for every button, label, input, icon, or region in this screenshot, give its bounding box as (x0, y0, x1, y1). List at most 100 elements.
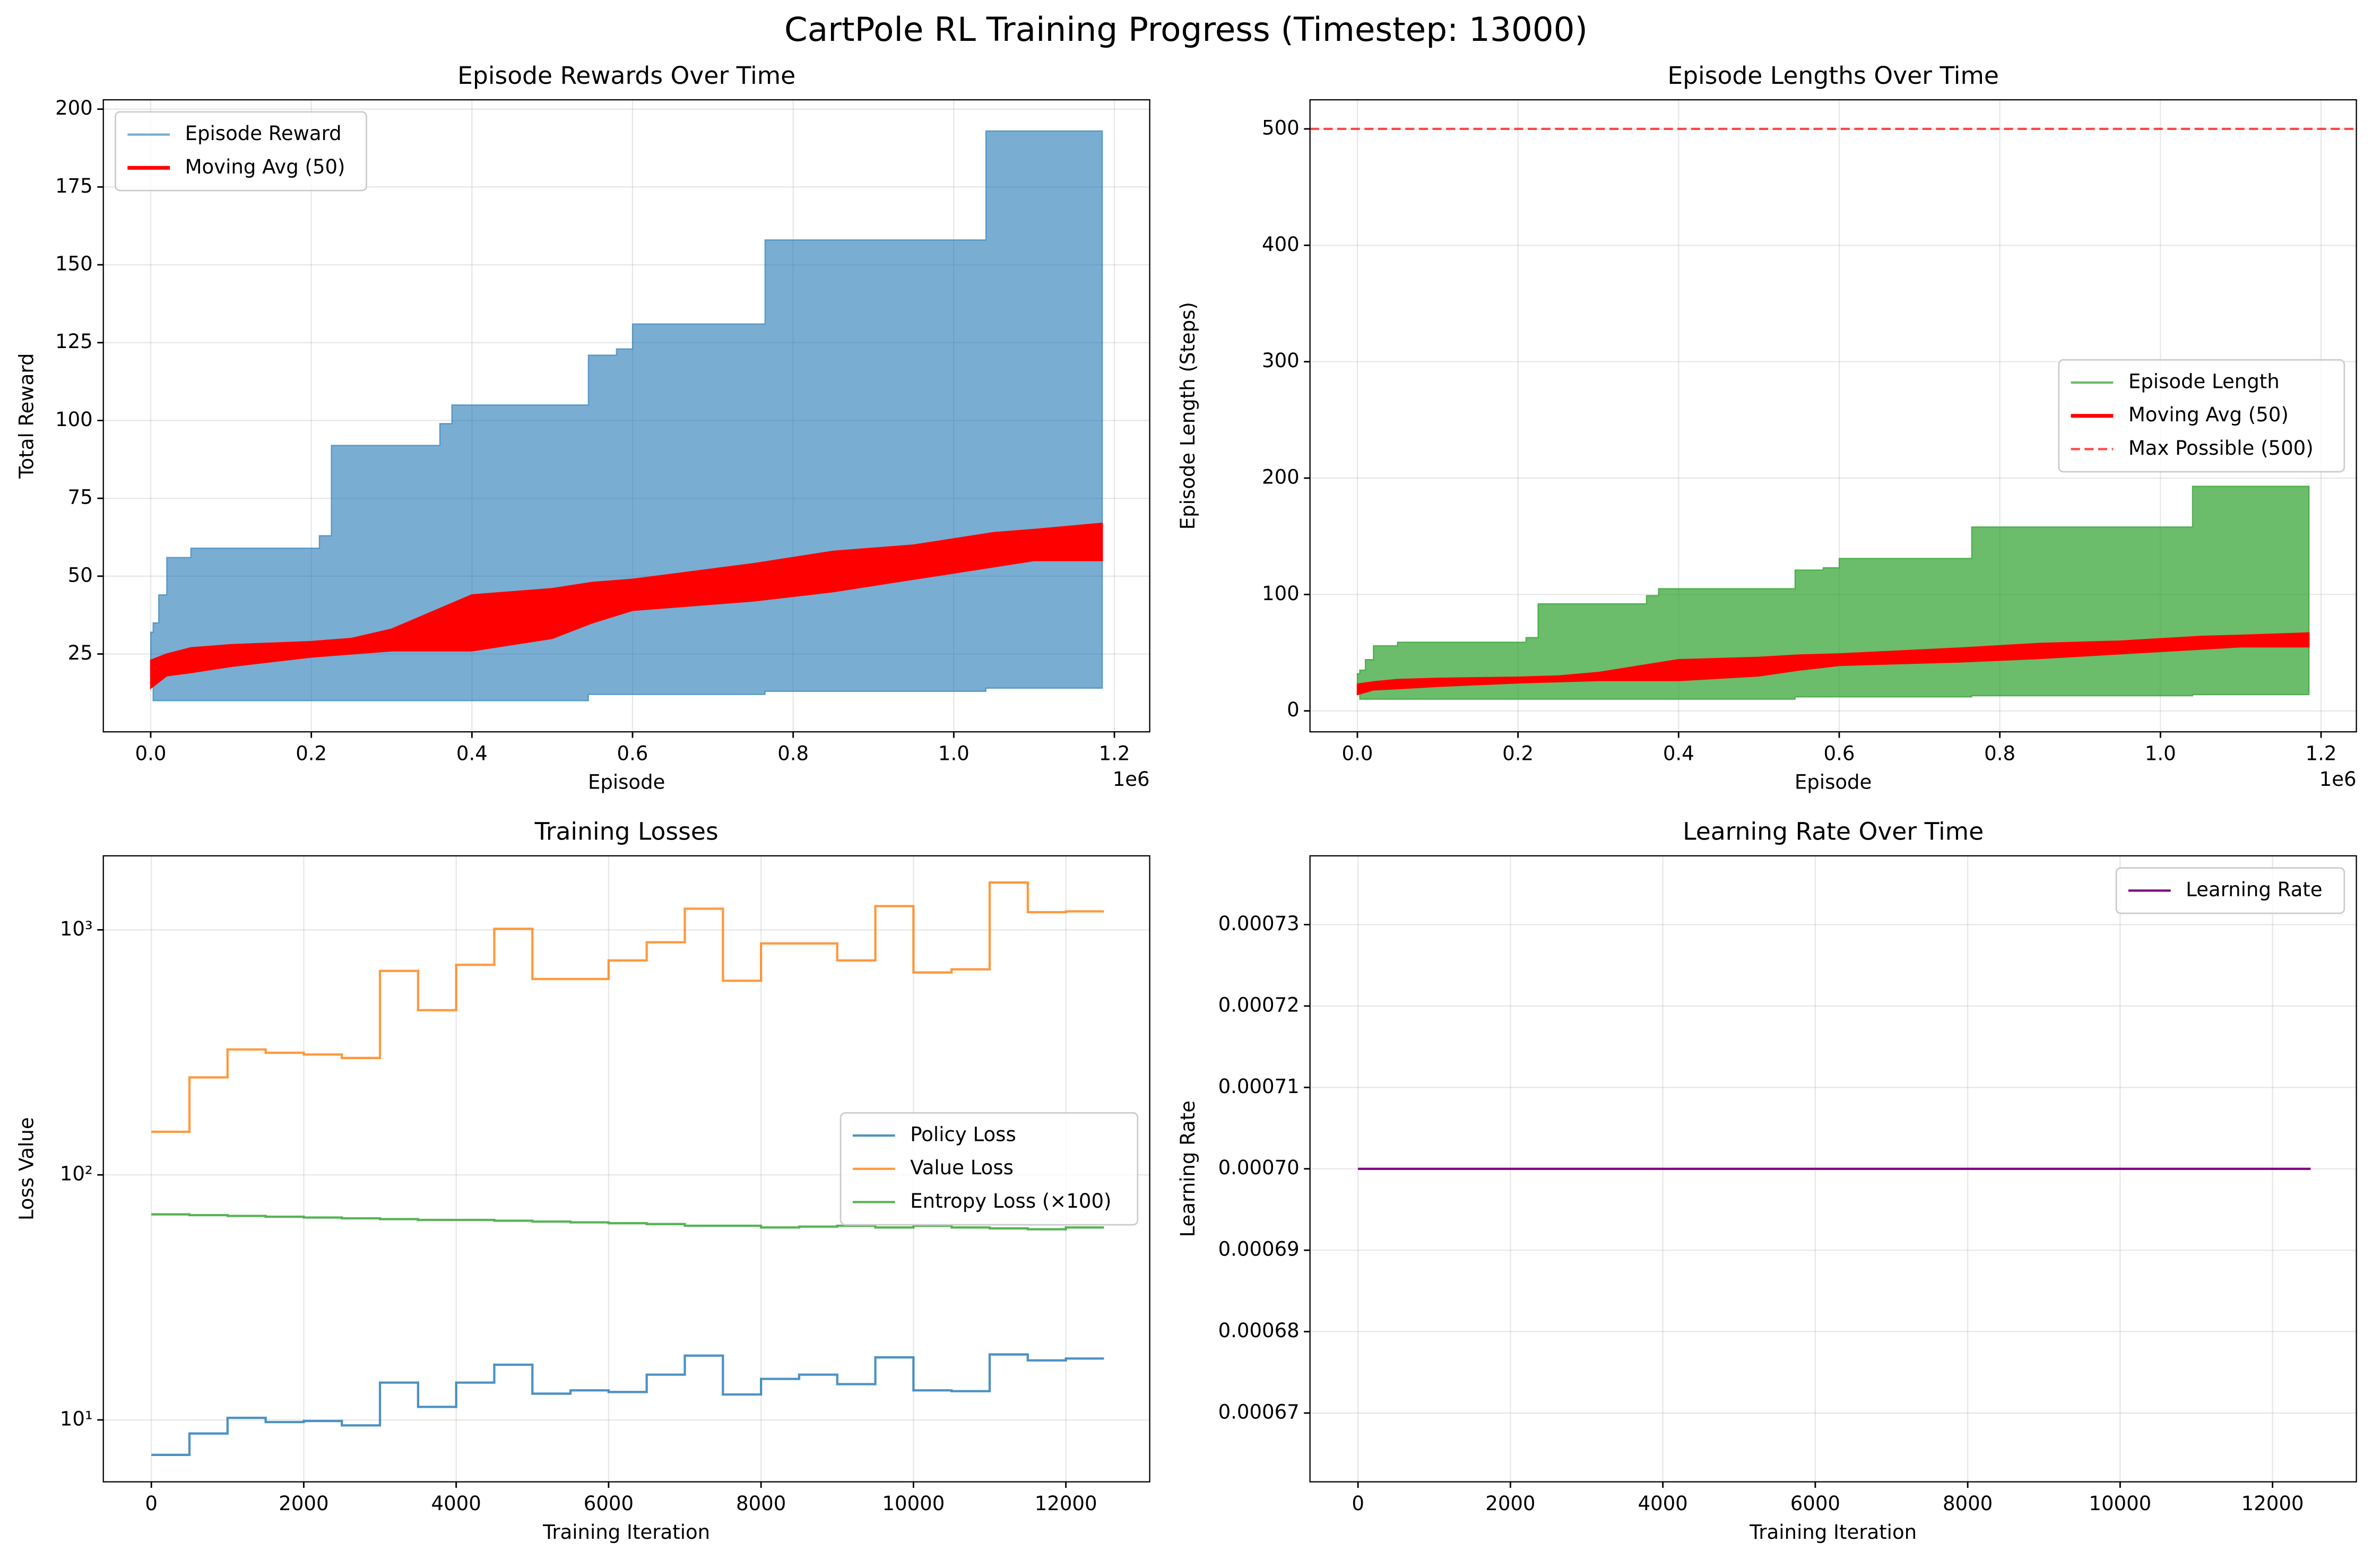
y-tick-label: 10³ (60, 917, 93, 940)
x-tick-label: 0.8 (1984, 742, 2015, 765)
x-tick-label: 8000 (736, 1492, 786, 1515)
y-tick-label: 50 (68, 564, 93, 586)
subplot-title: Episode Rewards Over Time (457, 62, 795, 90)
y-tick-label: 10² (60, 1163, 93, 1185)
y-tick-label: 100 (55, 408, 93, 431)
x-tick-label: 0.2 (296, 742, 327, 765)
axes-frame (102, 855, 1150, 1483)
y-tick-label: 200 (55, 97, 93, 119)
y-tick-label: 25 (68, 642, 93, 664)
x-axis-label: Episode (588, 771, 665, 794)
legend: Episode Length Moving Avg (50) Max Possibl… (2058, 359, 2345, 473)
x-tick-label: 1.0 (938, 742, 969, 765)
y-tick-label: 10¹ (60, 1407, 93, 1430)
axes-frame (102, 99, 1150, 733)
line (151, 1213, 1104, 1231)
x-tick-label: 0.6 (1824, 742, 1855, 765)
y-tick-label: 125 (55, 330, 93, 353)
y-axis-label: Total Reward (15, 353, 38, 479)
subplot: Episode Rewards Over Time Episode Total Re… (15, 62, 1150, 794)
legend: Episode Reward Moving Avg (50) (115, 111, 367, 192)
legend-label: Episode Length (2128, 370, 2280, 393)
subplot: Learning Rate Over Time Training Iteratio… (1176, 818, 2357, 1544)
x-tick-label: 6000 (1790, 1492, 1840, 1515)
y-tick-label: 400 (1262, 233, 1300, 256)
x-tick-label: 4000 (431, 1492, 481, 1515)
x-tick-label: 0.2 (1502, 742, 1534, 765)
figure-title: CartPole RL Training Progress (Timestep:… (784, 10, 1588, 49)
x-tick-label: 10000 (2089, 1492, 2151, 1515)
x-tick-label: 0.0 (135, 742, 167, 765)
x-tick-label: 0.8 (777, 742, 809, 765)
y-axis-label: Episode Length (Steps) (1176, 302, 1199, 530)
x-axis-label: Training Iteration (1749, 1521, 1917, 1544)
x-offset-label: 1e6 (1113, 768, 1150, 791)
x-tick-label: 2000 (1485, 1492, 1535, 1515)
legend-label: Moving Avg (50) (185, 155, 345, 178)
x-tick-label: 10000 (882, 1492, 945, 1515)
y-tick-label: 0.00071 (1218, 1075, 1300, 1098)
legend-label: Learning Rate (2186, 878, 2322, 901)
x-tick-label: 1.2 (1099, 742, 1130, 765)
legend-label: Moving Avg (50) (2128, 403, 2289, 426)
plot-area (150, 130, 1103, 701)
x-tick-label: 0 (1352, 1492, 1364, 1515)
x-tick-label: 4000 (1638, 1492, 1687, 1515)
x-tick-label: 0.4 (456, 742, 488, 765)
y-tick-label: 0.00068 (1218, 1319, 1300, 1342)
x-tick-label: 1.2 (2306, 742, 2337, 765)
band (1356, 632, 2310, 696)
y-tick-label: 0 (1287, 698, 1300, 721)
y-tick-label: 0.00069 (1218, 1238, 1300, 1261)
x-offset-label: 1e6 (2319, 768, 2357, 791)
line (151, 1353, 1104, 1456)
legend: Learning Rate (2115, 867, 2345, 914)
legend-box (115, 111, 367, 192)
y-tick-label: 0.00067 (1218, 1400, 1300, 1423)
x-tick-label: 1.0 (2145, 742, 2176, 765)
y-tick-label: 0.00073 (1218, 912, 1300, 935)
legend-box (2058, 359, 2345, 473)
x-tick-label: 0.4 (1663, 742, 1694, 765)
y-tick-label: 200 (1262, 465, 1300, 488)
axes-frame (1309, 855, 2357, 1483)
x-tick-label: 0.6 (617, 742, 648, 765)
legend-box (2115, 867, 2345, 914)
y-axis-label: Loss Value (15, 1117, 38, 1220)
y-axis-label: Learning Rate (1176, 1101, 1199, 1237)
x-tick-label: 2000 (279, 1492, 328, 1515)
y-tick-label: 500 (1262, 116, 1300, 139)
legend-label: Entropy Loss (×100) (910, 1190, 1111, 1212)
legend-label: Max Possible (500) (2128, 437, 2314, 460)
line (151, 881, 1104, 1133)
y-tick-label: 100 (1262, 582, 1300, 605)
plot-area (151, 881, 1104, 1456)
subplot-title: Learning Rate Over Time (1683, 818, 1984, 846)
legend-label: Value Loss (910, 1156, 1014, 1179)
y-tick-label: 300 (1262, 349, 1300, 372)
x-tick-label: 0.0 (1341, 742, 1373, 765)
x-tick-label: 12000 (2241, 1492, 2304, 1515)
legend: Policy Loss Value Loss Entropy Loss (×100) (839, 1112, 1139, 1226)
legend-box (839, 1112, 1139, 1226)
y-tick-label: 150 (55, 253, 93, 275)
subplot-title: Training Losses (534, 818, 718, 846)
legend-label: Policy Loss (910, 1123, 1016, 1146)
subplot: Episode Lengths Over Time Episode Episode … (1176, 62, 2357, 794)
legend-label: Episode Reward (185, 122, 342, 145)
y-tick-label: 0.00072 (1218, 993, 1300, 1016)
y-tick-label: 175 (55, 175, 93, 197)
x-tick-label: 6000 (584, 1492, 634, 1515)
subplot: Training Losses Training Iteration Loss Va… (15, 818, 1150, 1544)
axes-frame (1309, 99, 2357, 733)
x-axis-label: Episode (1795, 771, 1872, 794)
x-axis-label: Training Iteration (542, 1521, 710, 1544)
y-tick-label: 0.00070 (1218, 1156, 1300, 1179)
y-tick-label: 75 (68, 486, 93, 509)
band (150, 522, 1103, 690)
subplot-title: Episode Lengths Over Time (1667, 62, 1999, 90)
x-tick-label: 0 (145, 1492, 158, 1515)
